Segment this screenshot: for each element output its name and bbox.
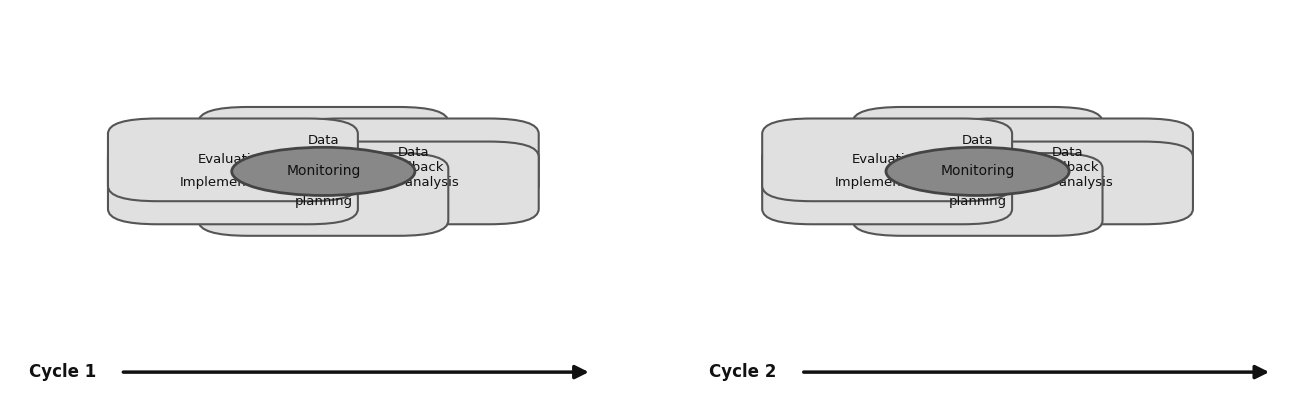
Text: Evaluation: Evaluation xyxy=(851,153,922,166)
Text: Cycle 2: Cycle 2 xyxy=(710,363,777,381)
FancyBboxPatch shape xyxy=(853,153,1102,236)
Text: Implementation: Implementation xyxy=(834,176,940,189)
Text: Action
planning: Action planning xyxy=(949,180,1007,208)
Text: Data
feedback: Data feedback xyxy=(382,146,444,174)
FancyBboxPatch shape xyxy=(762,118,1012,201)
Text: Evaluation: Evaluation xyxy=(198,153,268,166)
Text: Action
planning: Action planning xyxy=(294,180,352,208)
Text: Data
gathering: Data gathering xyxy=(945,134,1010,162)
FancyBboxPatch shape xyxy=(108,142,357,224)
FancyBboxPatch shape xyxy=(108,118,357,201)
Ellipse shape xyxy=(886,147,1070,195)
Ellipse shape xyxy=(231,147,415,195)
Text: Data analysis: Data analysis xyxy=(1024,176,1113,189)
FancyBboxPatch shape xyxy=(289,142,539,224)
Text: Monitoring: Monitoring xyxy=(941,164,1014,178)
FancyBboxPatch shape xyxy=(853,107,1102,190)
FancyBboxPatch shape xyxy=(943,118,1193,201)
FancyBboxPatch shape xyxy=(289,118,539,201)
Text: Implementation: Implementation xyxy=(180,176,286,189)
Text: Data
gathering: Data gathering xyxy=(290,134,356,162)
FancyBboxPatch shape xyxy=(943,142,1193,224)
Text: Cycle 1: Cycle 1 xyxy=(29,363,96,381)
FancyBboxPatch shape xyxy=(198,107,448,190)
Text: Data analysis: Data analysis xyxy=(369,176,459,189)
FancyBboxPatch shape xyxy=(762,142,1012,224)
FancyBboxPatch shape xyxy=(198,153,448,236)
Text: Monitoring: Monitoring xyxy=(286,164,360,178)
Text: Data
feedback: Data feedback xyxy=(1037,146,1099,174)
